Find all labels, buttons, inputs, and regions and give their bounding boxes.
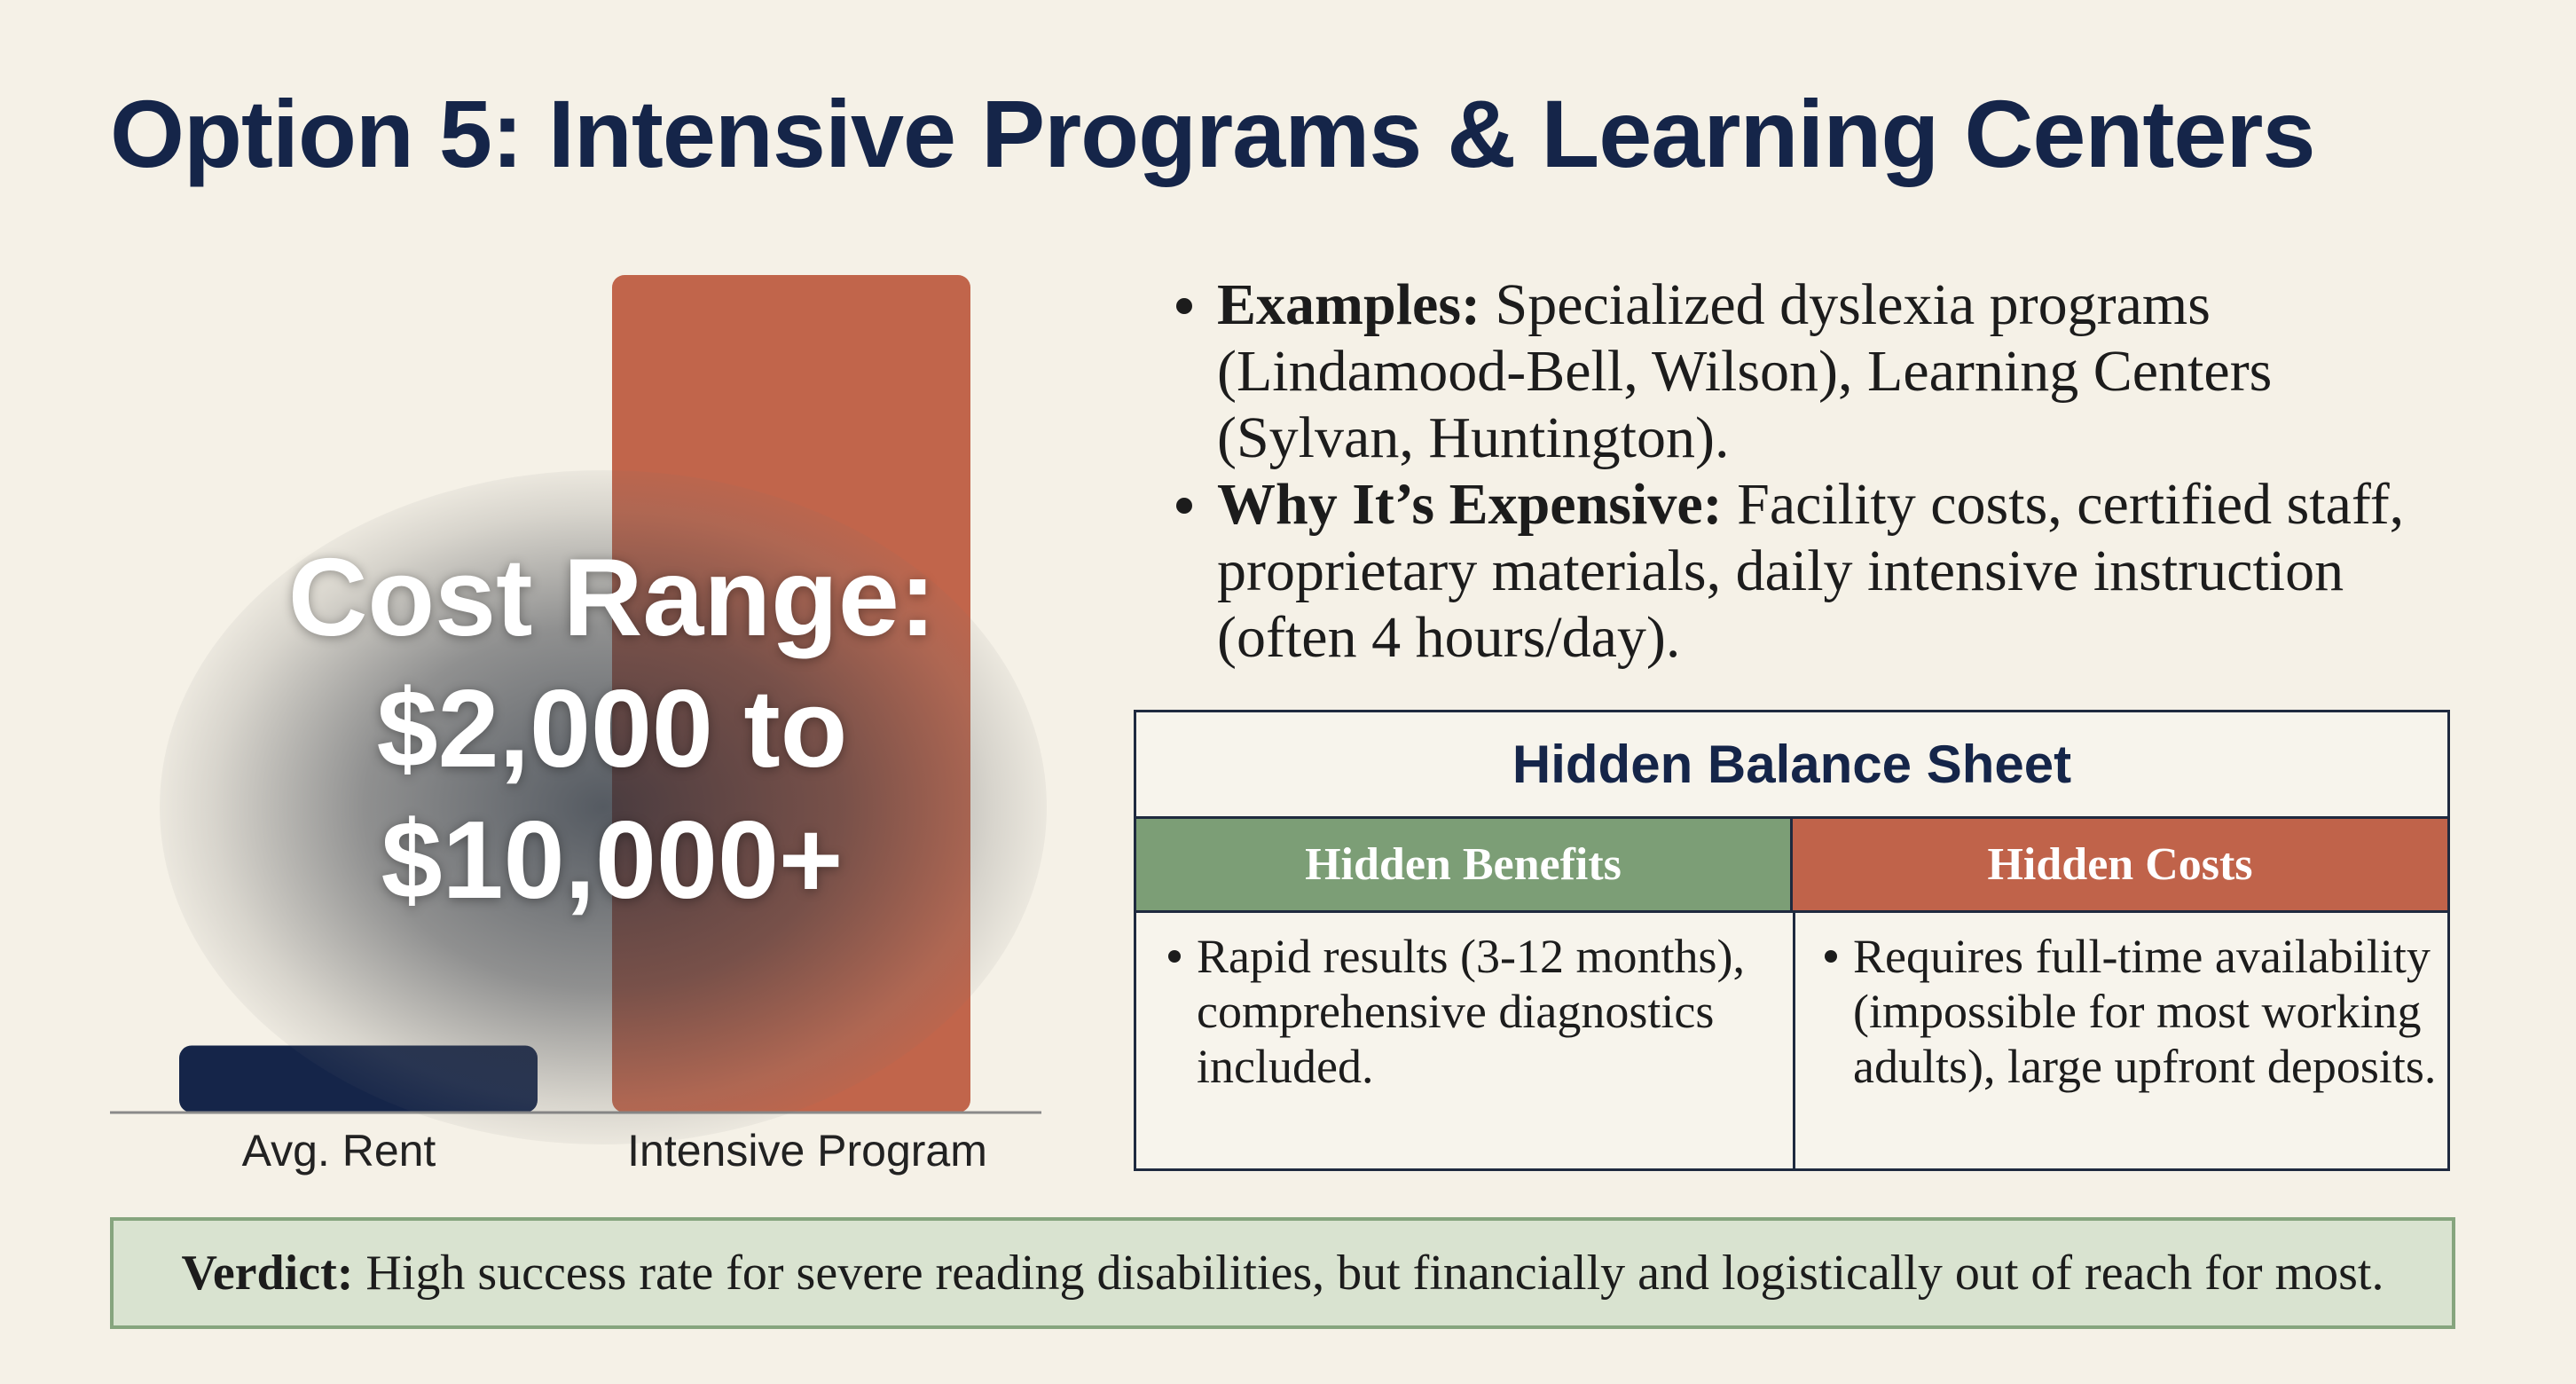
bullet-examples-label: Examples: [1217, 272, 1480, 337]
hidden-costs-text: Requires full-time availability (impossi… [1816, 929, 2456, 1094]
cost-range-glow [160, 470, 1047, 1144]
balance-sheet-title: Hidden Balance Sheet [1136, 712, 2447, 819]
cost-range-overlay: Cost Range: $2,000 to $10,000+ [231, 532, 993, 926]
category-label-avg-rent: Avg. Rent [241, 1126, 436, 1176]
bullet-examples: Examples: Specialized dyslexia programs … [1171, 271, 2448, 471]
verdict-text: High success rate for severe reading dis… [365, 1246, 2384, 1301]
bullet-list: Examples: Specialized dyslexia programs … [1171, 271, 2448, 671]
column-divider [1793, 913, 1795, 1168]
page-title: Option 5: Intensive Programs & Learning … [110, 80, 2316, 187]
bullet-why-expensive-text: Facility costs, certified staff, proprie… [1217, 472, 2405, 670]
bullet-examples-text: Specialized dyslexia programs (Lindamood… [1217, 272, 2273, 470]
category-label-intensive-program: Intensive Program [627, 1126, 987, 1176]
verdict-label: Verdict: [181, 1246, 354, 1301]
cost-range-line-1: Cost Range: [287, 537, 937, 659]
cost-chart: Cost Range: $2,000 to $10,000+ Avg. Rent… [106, 257, 1047, 1198]
hidden-balance-sheet: Hidden Balance Sheet Hidden Benefits Hid… [1134, 710, 2450, 1171]
cost-range-line-3: $10,000+ [381, 799, 844, 922]
bullet-why-expensive: Why It’s Expensive: Facility costs, cert… [1171, 471, 2448, 671]
cost-range-line-2: $2,000 to [376, 668, 848, 790]
bullet-why-expensive-label: Why It’s Expensive: [1217, 472, 1723, 537]
verdict-banner: Verdict: High success rate for severe re… [110, 1217, 2455, 1329]
hidden-costs-header: Hidden Costs [1793, 819, 2447, 913]
hidden-benefits-header: Hidden Benefits [1136, 819, 1793, 913]
hidden-benefits-text: Rapid results (3-12 months), comprehensi… [1159, 929, 1800, 1094]
